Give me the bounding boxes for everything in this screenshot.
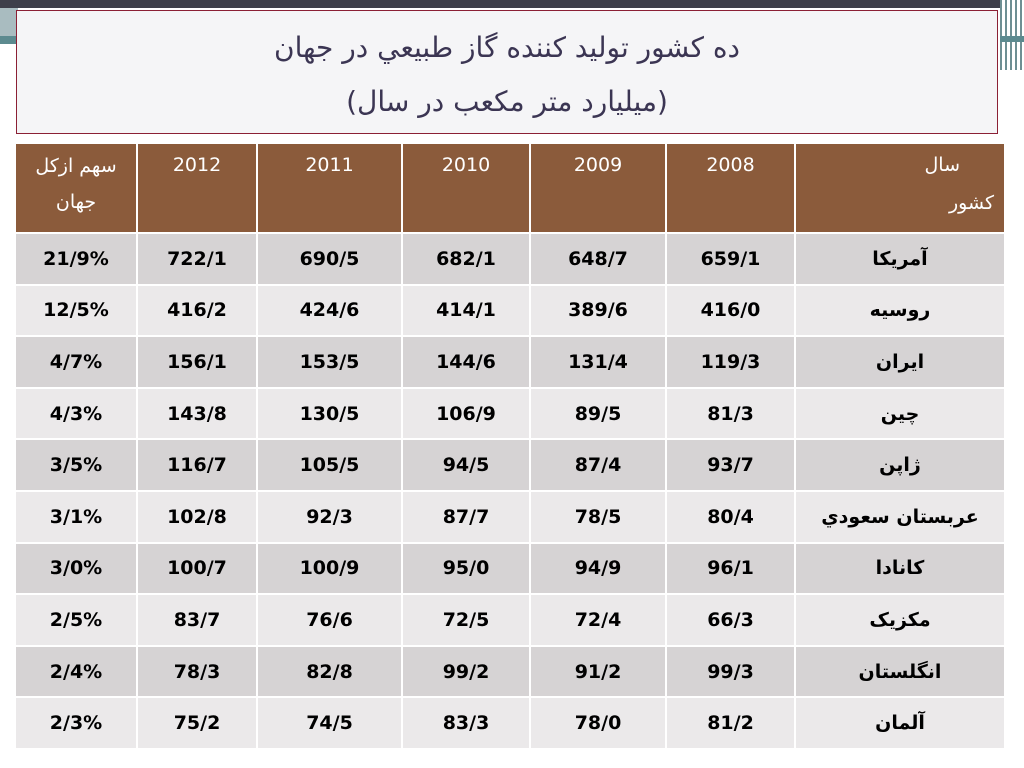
table-row: 12/5% 416/2 424/6 414/1 389/6 416/0 روسی… (14, 283, 1006, 338)
cell-country: آلمان (794, 696, 1006, 750)
cell-country: روسیه (794, 283, 1006, 338)
cell-2012: 83/7 (136, 593, 258, 647)
header-year-2011: 2011 (256, 142, 403, 234)
cell-share: 4/3% (14, 386, 138, 441)
slide-left-accent-line (0, 36, 18, 44)
header-year-2009: 2009 (529, 142, 667, 234)
header-corner-year: سال (924, 154, 960, 176)
table-row: 3/0% 100/7 100/9 95/0 94/9 96/1 کانادا (14, 541, 1006, 596)
cell-country: ژاپن (794, 438, 1006, 492)
header-share: سهم ازکل جهان (14, 142, 138, 234)
cell-2010: 95/0 (401, 541, 531, 596)
cell-country: عربستان سعودي (794, 489, 1006, 544)
cell-2012: 75/2 (136, 696, 258, 750)
header-corner-country: کشور (949, 192, 994, 214)
cell-2010: 106/9 (401, 386, 531, 441)
cell-2012: 416/2 (136, 283, 258, 338)
table-row: 4/7% 156/1 153/5 144/6 131/4 119/3 ایران (14, 335, 1006, 389)
table-row: 4/3% 143/8 130/5 106/9 89/5 81/3 چین (14, 386, 1006, 441)
cell-2011: 76/6 (256, 593, 403, 647)
cell-2012: 143/8 (136, 386, 258, 441)
cell-2008: 416/0 (665, 283, 796, 338)
table-row: 3/1% 102/8 92/3 87/7 78/5 80/4 عربستان س… (14, 489, 1006, 544)
slide-top-bar (0, 0, 1024, 8)
cell-country: چین (794, 386, 1006, 441)
cell-2012: 116/7 (136, 438, 258, 492)
cell-share: 3/1% (14, 489, 138, 544)
cell-2012: 156/1 (136, 335, 258, 389)
cell-share: 2/4% (14, 644, 138, 699)
slide-right-accent-line (1000, 36, 1024, 42)
cell-2009: 648/7 (529, 232, 667, 286)
cell-2008: 66/3 (665, 593, 796, 647)
cell-country: انگلستان (794, 644, 1006, 699)
cell-2008: 659/1 (665, 232, 796, 286)
cell-country: کانادا (794, 541, 1006, 596)
cell-2009: 94/9 (529, 541, 667, 596)
cell-2011: 100/9 (256, 541, 403, 596)
cell-2012: 722/1 (136, 232, 258, 286)
page-subtitle: (میلیارد متر مکعب در سال) (346, 85, 668, 118)
table-row: 21/9% 722/1 690/5 682/1 648/7 659/1 آمری… (14, 232, 1006, 286)
cell-2008: 81/2 (665, 696, 796, 750)
page-title: ده کشور تولید کننده گاز طبیعي در جهان (274, 31, 740, 64)
header-year-2010: 2010 (401, 142, 531, 234)
cell-2009: 91/2 (529, 644, 667, 699)
cell-2010: 414/1 (401, 283, 531, 338)
table-row: 3/5% 116/7 105/5 94/5 87/4 93/7 ژاپن (14, 438, 1006, 492)
table-row: 2/4% 78/3 82/8 99/2 91/2 99/3 انگلستان (14, 644, 1006, 699)
cell-2009: 389/6 (529, 283, 667, 338)
cell-2012: 100/7 (136, 541, 258, 596)
header-year-2012: 2012 (136, 142, 258, 234)
cell-2011: 74/5 (256, 696, 403, 750)
cell-share: 12/5% (14, 283, 138, 338)
table-row: 2/5% 83/7 76/6 72/5 72/4 66/3 مکزیک (14, 593, 1006, 647)
slide-right-stripes (1000, 0, 1024, 70)
header-corner: سال کشور (794, 142, 1006, 234)
cell-2008: 96/1 (665, 541, 796, 596)
cell-2010: 99/2 (401, 644, 531, 699)
cell-2009: 72/4 (529, 593, 667, 647)
header-year-2008: 2008 (665, 142, 796, 234)
cell-2011: 92/3 (256, 489, 403, 544)
cell-country: آمریکا (794, 232, 1006, 286)
cell-2010: 144/6 (401, 335, 531, 389)
cell-2011: 153/5 (256, 335, 403, 389)
cell-2008: 80/4 (665, 489, 796, 544)
cell-2009: 78/5 (529, 489, 667, 544)
cell-2008: 119/3 (665, 335, 796, 389)
cell-share: 2/5% (14, 593, 138, 647)
cell-2010: 94/5 (401, 438, 531, 492)
cell-2009: 78/0 (529, 696, 667, 750)
cell-2008: 99/3 (665, 644, 796, 699)
cell-share: 3/0% (14, 541, 138, 596)
cell-2008: 93/7 (665, 438, 796, 492)
cell-country: مکزیک (794, 593, 1006, 647)
cell-share: 4/7% (14, 335, 138, 389)
cell-2011: 424/6 (256, 283, 403, 338)
cell-2011: 82/8 (256, 644, 403, 699)
cell-share: 21/9% (14, 232, 138, 286)
cell-2011: 130/5 (256, 386, 403, 441)
gas-production-table: سهم ازکل جهان 2012 2011 2010 2009 2008 س… (14, 142, 1006, 750)
cell-2011: 105/5 (256, 438, 403, 492)
table-header-row: سهم ازکل جهان 2012 2011 2010 2009 2008 س… (14, 142, 1006, 234)
cell-2010: 682/1 (401, 232, 531, 286)
cell-2012: 78/3 (136, 644, 258, 699)
slide-left-accent (0, 8, 18, 42)
cell-share: 3/5% (14, 438, 138, 492)
cell-2008: 81/3 (665, 386, 796, 441)
cell-2011: 690/5 (256, 232, 403, 286)
table-row: 2/3% 75/2 74/5 83/3 78/0 81/2 آلمان (14, 696, 1006, 750)
cell-2010: 72/5 (401, 593, 531, 647)
cell-share: 2/3% (14, 696, 138, 750)
cell-2012: 102/8 (136, 489, 258, 544)
cell-2010: 87/7 (401, 489, 531, 544)
cell-2010: 83/3 (401, 696, 531, 750)
cell-2009: 87/4 (529, 438, 667, 492)
cell-2009: 131/4 (529, 335, 667, 389)
title-box: ده کشور تولید کننده گاز طبیعي در جهان (م… (16, 10, 998, 134)
cell-country: ایران (794, 335, 1006, 389)
cell-2009: 89/5 (529, 386, 667, 441)
